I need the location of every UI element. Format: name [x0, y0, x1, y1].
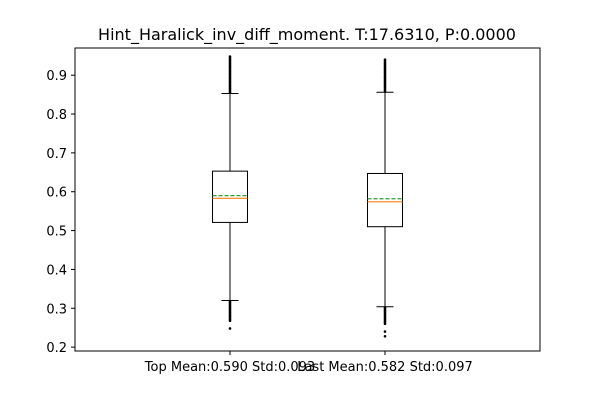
outlier-point [228, 299, 232, 303]
box-group [367, 58, 403, 338]
x-tick-label: Last Mean:0.582 Std:0.097 [297, 360, 473, 375]
outlier-point [383, 306, 387, 309]
y-axis: 0.2 0.3 0.4 0.5 0.6 0.7 0.8 0.9 [46, 69, 75, 356]
box-group [212, 55, 248, 330]
outlier-point [228, 55, 232, 58]
y-tick-label: 0.4 [46, 263, 67, 278]
y-tick-label: 0.5 [46, 225, 67, 240]
iqr-box [367, 172, 403, 228]
plot-marks [212, 55, 403, 338]
chart-title: Hint_Haralick_inv_diff_moment. T:17.6310… [98, 25, 516, 45]
y-tick-label: 0.8 [46, 108, 67, 123]
outlier-point [383, 334, 387, 338]
y-tick-label: 0.3 [46, 302, 67, 317]
outlier-point [383, 330, 387, 333]
y-tick-label: 0.7 [46, 147, 67, 162]
y-tick-label: 0.9 [46, 69, 67, 84]
iqr-box [212, 170, 248, 223]
outlier-point [228, 327, 232, 330]
outlier-point [383, 58, 387, 61]
x-tick-label: Top Mean:0.590 Std:0.093 [144, 360, 315, 375]
plot-frame [74, 47, 541, 352]
y-tick-label: 0.2 [46, 341, 67, 356]
y-tick-label: 0.6 [46, 186, 67, 201]
